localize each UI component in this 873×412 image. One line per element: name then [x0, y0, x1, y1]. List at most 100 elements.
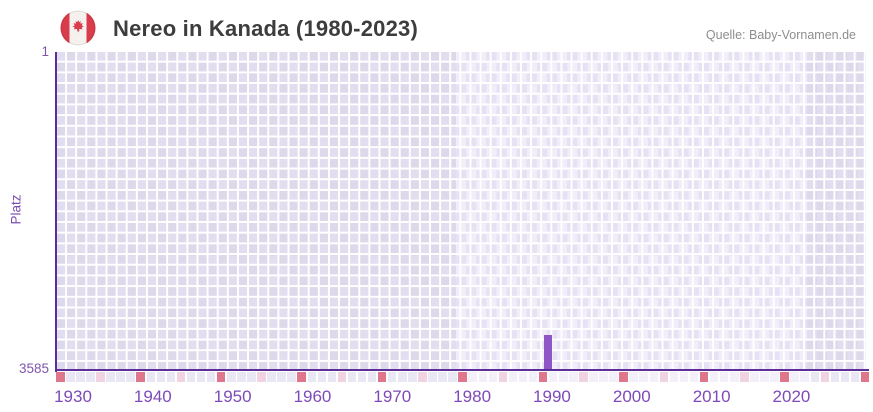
strip-square	[810, 372, 819, 382]
strip-square	[357, 372, 367, 382]
strip-square	[66, 372, 75, 382]
strip-square	[317, 372, 327, 382]
strip-square	[186, 372, 196, 382]
strip-square	[146, 372, 156, 382]
strip-square	[277, 372, 286, 382]
strip-square	[830, 372, 840, 382]
strip-square	[428, 372, 437, 382]
strip-square	[398, 372, 407, 382]
strip-square	[760, 372, 769, 382]
strip-square	[740, 372, 749, 382]
strip-square	[719, 372, 729, 382]
y-axis-line	[55, 52, 57, 372]
strip-square	[538, 372, 548, 382]
strip-square	[709, 372, 719, 382]
strip-square	[196, 372, 206, 382]
strip-square	[267, 372, 276, 382]
x-tick-label-1970: 1970	[373, 387, 412, 406]
strip-square	[448, 372, 457, 382]
strip-square	[820, 372, 830, 382]
page-title: Nereo in Kanada (1980-2023)	[113, 16, 418, 41]
x-axis-ticks: 1930 1940 1950 1960 1970 1980 1990 2000 2010 2020	[54, 387, 866, 409]
strip-square	[800, 372, 809, 382]
plot-area	[57, 52, 866, 370]
strip-square	[589, 372, 598, 382]
strip-square	[770, 372, 779, 382]
strip-square	[327, 372, 337, 382]
strip-square	[518, 372, 528, 382]
strip-square	[438, 372, 447, 382]
x-tick-label-1990: 1990	[533, 387, 571, 406]
strip-square	[669, 372, 679, 382]
strip-square	[780, 372, 789, 382]
strip-square	[126, 372, 135, 382]
strip-square	[559, 372, 568, 382]
x-tick-label-1950: 1950	[213, 387, 252, 406]
x-tick-label-2000: 2000	[612, 387, 651, 406]
strip-square	[156, 372, 166, 382]
strip-square	[689, 372, 699, 382]
strip-square	[649, 372, 659, 382]
x-tick-label-2010: 2010	[692, 387, 731, 406]
strip-square	[790, 372, 799, 382]
strip-square	[56, 372, 65, 382]
x-tick-label-1960: 1960	[293, 387, 332, 406]
strip-square	[528, 372, 538, 382]
strip-square	[579, 372, 588, 382]
strip-square	[408, 372, 417, 382]
strip-square	[347, 372, 357, 382]
strip-square	[166, 372, 176, 382]
strip-square	[488, 372, 498, 382]
strip-square	[337, 372, 347, 382]
strip-square	[387, 372, 397, 382]
strip-square	[750, 372, 759, 382]
rank-bar-1989[interactable]	[543, 334, 552, 370]
strip-square	[116, 372, 125, 382]
strip-square	[730, 372, 739, 382]
x-tick-label-2020: 2020	[772, 387, 811, 406]
strip-square	[699, 372, 709, 382]
strip-square	[548, 372, 558, 382]
grid-lines	[57, 52, 866, 370]
strip-square	[287, 372, 296, 382]
x-tick-label-1930: 1930	[54, 387, 92, 406]
strip-square	[377, 372, 387, 382]
strip-square	[599, 372, 608, 382]
strip-square	[679, 372, 689, 382]
strip-square	[498, 372, 508, 382]
strip-square	[659, 372, 669, 382]
strip-square	[619, 372, 628, 382]
strip-square	[86, 372, 95, 382]
strip-square	[609, 372, 618, 382]
strip-square	[106, 372, 115, 382]
strip-square	[136, 372, 145, 382]
y-tick-bottom: 3585	[18, 361, 49, 376]
strip-square	[307, 372, 316, 382]
strip-square	[297, 372, 306, 382]
y-tick-top: 1	[41, 44, 49, 59]
strip-square	[206, 372, 216, 382]
strip-square	[860, 372, 870, 382]
strip-square	[367, 372, 377, 382]
strip-square	[176, 372, 186, 382]
source-credit[interactable]: Quelle: Baby-Vornamen.de	[705, 28, 856, 42]
strip-square	[840, 372, 850, 382]
strip-square	[76, 372, 85, 382]
x-tick-label-1980: 1980	[453, 387, 492, 406]
bottom-strip	[56, 372, 872, 382]
strip-square	[458, 372, 467, 382]
x-tick-label-1940: 1940	[133, 387, 172, 406]
strip-square	[418, 372, 427, 382]
strip-square	[569, 372, 578, 382]
strip-square	[639, 372, 648, 382]
strip-square	[508, 372, 518, 382]
y-axis-label: Platz	[8, 194, 24, 225]
strip-square	[850, 372, 860, 382]
strip-square	[227, 372, 236, 382]
strip-square	[96, 372, 105, 382]
strip-square	[257, 372, 266, 382]
strip-square	[468, 372, 477, 382]
x-axis-line	[55, 369, 869, 371]
strip-square	[478, 372, 488, 382]
